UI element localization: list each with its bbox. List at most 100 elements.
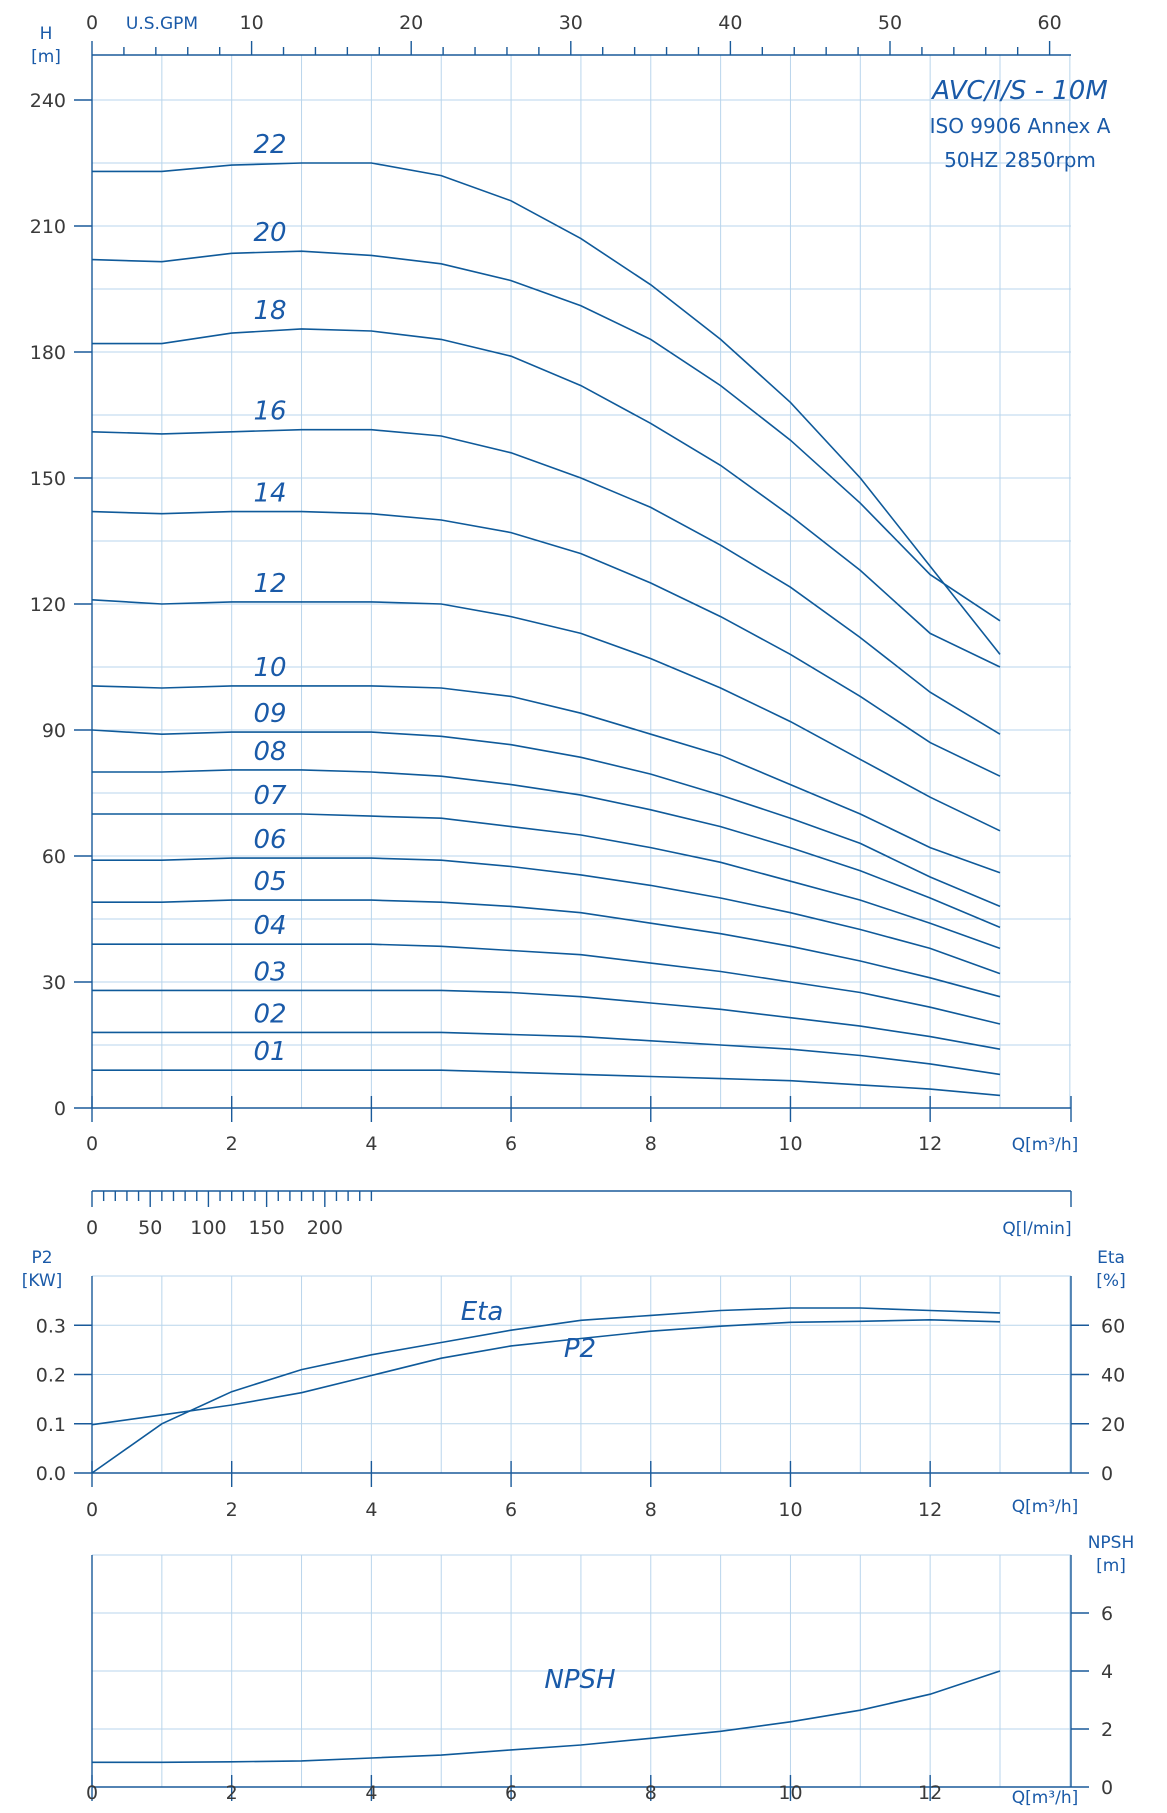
lmin-axis-label: Q[l/min] (1002, 1219, 1071, 1239)
npsh-x-tick-label: 0 (86, 1782, 98, 1804)
eta-axis-label: Eta (1097, 1248, 1125, 1268)
chart-title: AVC/I/S - 10M (930, 76, 1108, 106)
head-curve-label: 02 (253, 999, 286, 1029)
head-y-axis-label: H (40, 24, 53, 44)
eta-y-tick-label: 40 (1101, 1365, 1125, 1387)
gpm-tick-label: 60 (1038, 12, 1062, 34)
head-curve-label: 12 (253, 569, 286, 599)
lmin-tick-label: 200 (307, 1217, 343, 1239)
gpm-tick-label: 0 (86, 12, 98, 34)
lmin-tick-label: 0 (86, 1217, 98, 1239)
power-x-tick-label: 4 (365, 1499, 377, 1521)
head-curve-01 (92, 1069, 1001, 1097)
npsh-y-tick-label: 0 (1101, 1777, 1113, 1799)
head-y-tick-label: 90 (42, 720, 66, 742)
head-x-tick-label: 4 (365, 1133, 377, 1155)
gpm-tick-label: 50 (878, 12, 902, 34)
head-curve-label: 18 (253, 296, 286, 326)
gpm-axis-label: U.S.GPM (126, 14, 198, 34)
npsh-x-tick-label: 2 (226, 1782, 238, 1804)
eta-y-tick-label: 60 (1101, 1315, 1125, 1337)
power-y-tick-label: 0.2 (36, 1365, 66, 1387)
head-y-tick-label: 0 (54, 1098, 66, 1120)
head-curve-02 (92, 1031, 1001, 1076)
head-x-tick-label: 10 (778, 1133, 802, 1155)
gpm-tick-label: 20 (399, 12, 423, 34)
head-curve-label: 01 (253, 1037, 286, 1067)
gpm-tick-label: 10 (240, 12, 264, 34)
p2-curve-label: P2 (564, 1334, 596, 1364)
head-curve-05 (92, 899, 1001, 998)
head-y-axis-unit: [m] (31, 47, 61, 67)
head-curve-label: 14 (253, 479, 286, 509)
power-x-axis-label: Q[m³/h] (1012, 1497, 1079, 1517)
power-x-tick-label: 8 (645, 1499, 657, 1521)
head-x-tick-label: 0 (86, 1133, 98, 1155)
head-x-axis-label: Q[m³/h] (1012, 1135, 1079, 1155)
head-curve-03 (92, 989, 1001, 1050)
head-curve-label: 03 (253, 957, 286, 987)
head-curve-04 (92, 943, 1001, 1025)
head-curve-label: 09 (253, 699, 286, 729)
power-x-tick-label: 2 (226, 1499, 238, 1521)
power-x-tick-label: 10 (778, 1499, 802, 1521)
head-x-tick-label: 2 (226, 1133, 238, 1155)
npsh-axis-label: NPSH (1088, 1533, 1135, 1553)
head-curve-20 (91, 250, 1001, 622)
head-curve-label: 22 (253, 130, 286, 160)
lmin-tick-label: 150 (248, 1217, 284, 1239)
head-curve-label: 04 (253, 911, 286, 941)
eta-y-tick-label: 0 (1101, 1463, 1113, 1485)
head-curve-label: 10 (253, 653, 286, 683)
head-x-tick-label: 8 (645, 1133, 657, 1155)
npsh-y-tick-label: 6 (1101, 1603, 1113, 1625)
head-curve-label: 05 (253, 867, 286, 897)
npsh-x-tick-label: 4 (365, 1782, 377, 1804)
head-curve-label: 20 (253, 218, 286, 248)
eta-y-tick-label: 20 (1101, 1414, 1125, 1436)
head-x-tick-label: 12 (918, 1133, 942, 1155)
head-curve-09 (91, 729, 1001, 908)
npsh-y-tick-label: 4 (1101, 1661, 1113, 1683)
head-y-tick-label: 30 (42, 972, 66, 994)
npsh-axis-unit: [m] (1096, 1556, 1126, 1576)
npsh-y-tick-label: 2 (1101, 1719, 1113, 1741)
head-curve-label: 08 (253, 737, 286, 767)
head-curve-16 (91, 428, 1001, 735)
head-curve-22 (92, 162, 1001, 655)
head-curve-14 (91, 510, 1001, 777)
head-y-tick-label: 210 (30, 216, 66, 238)
head-curve-12 (91, 599, 1001, 832)
head-x-tick-label: 6 (505, 1133, 517, 1155)
head-curve-label: 06 (253, 825, 286, 855)
power-x-tick-label: 6 (505, 1499, 517, 1521)
curve-eta (91, 1307, 1001, 1474)
chart-subtitle: ISO 9906 Annex A (930, 114, 1111, 138)
head-curve-08 (92, 769, 1001, 929)
chart-subtitle: 50HZ 2850rpm (944, 148, 1096, 172)
gpm-tick-label: 30 (559, 12, 583, 34)
eta-curve-label: Eta (461, 1297, 504, 1327)
head-curve-10 (91, 685, 1001, 874)
power-x-tick-label: 0 (86, 1499, 98, 1521)
head-y-tick-label: 180 (30, 342, 66, 364)
power-y-tick-label: 0.3 (36, 1315, 66, 1337)
head-y-tick-label: 60 (42, 846, 66, 868)
head-curve-18 (92, 328, 1001, 668)
power-axis-unit: [KW] (22, 1271, 63, 1291)
head-curve-label: 16 (253, 397, 286, 427)
npsh-curve (92, 1670, 1001, 1764)
head-curve-07 (92, 813, 1001, 950)
head-curve-label: 07 (253, 781, 287, 811)
npsh-x-axis-label: Q[m³/h] (1012, 1788, 1079, 1808)
power-y-tick-label: 0.0 (36, 1463, 66, 1485)
lmin-tick-label: 50 (138, 1217, 162, 1239)
npsh-x-tick-label: 8 (645, 1782, 657, 1804)
npsh-x-tick-label: 10 (778, 1782, 802, 1804)
npsh-curve-label: NPSH (544, 1665, 615, 1695)
gpm-tick-label: 40 (718, 12, 742, 34)
head-y-tick-label: 150 (30, 468, 66, 490)
npsh-x-tick-label: 12 (918, 1782, 942, 1804)
